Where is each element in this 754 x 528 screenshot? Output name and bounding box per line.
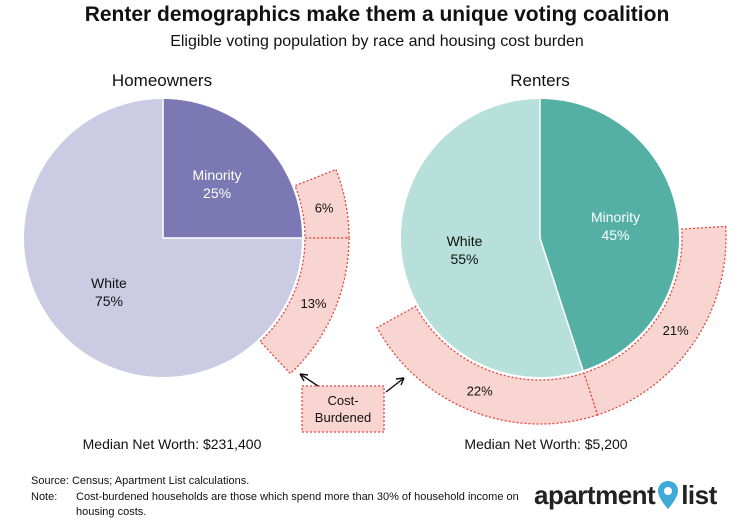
arrow-head-homeowners bbox=[299, 373, 309, 382]
note-text: Cost-burdened households are those which… bbox=[76, 491, 519, 518]
cost-burdened-label-box bbox=[301, 385, 385, 433]
homeowners-label-minority: Minority bbox=[193, 167, 242, 183]
cost-burdened-label-line2: Burdened bbox=[315, 410, 371, 425]
homeowners-cost-burdened-label-white: 13% bbox=[300, 296, 326, 311]
renters-value-minority: 45% bbox=[601, 227, 629, 243]
renters-pie: Minority 45% White 55% 21% 22% bbox=[376, 99, 727, 425]
renters-slice-minority bbox=[540, 99, 680, 371]
homeowners-title: Homeowners bbox=[112, 71, 212, 90]
renters-slice-white bbox=[401, 99, 583, 377]
pie-charts: Homeowners Renters Minority 25% White 75% 6%… bbox=[24, 71, 727, 452]
note-label: Note: bbox=[31, 491, 58, 503]
homeowners-label-white: White bbox=[91, 275, 127, 291]
renters-label-white: White bbox=[447, 233, 483, 249]
arrow-to-homeowners bbox=[299, 373, 319, 387]
renters-value-white: 55% bbox=[450, 251, 478, 267]
arrow-to-renters bbox=[385, 377, 405, 393]
renters-title: Renters bbox=[510, 71, 570, 90]
cost-burdened-label-line1: Cost- bbox=[327, 393, 358, 408]
homeowners-pie: Minority 25% White 75% 6% 13% bbox=[24, 99, 350, 377]
arrow-head-renters bbox=[395, 377, 405, 386]
logo-word-apartment: apartment bbox=[534, 479, 656, 510]
renters-cost-burdened-white bbox=[376, 305, 599, 425]
logo-word-list: list bbox=[681, 479, 717, 510]
renters-cost-burdened-label-white: 22% bbox=[467, 383, 493, 398]
renters-cost-burdened-label-minority: 21% bbox=[663, 323, 689, 338]
chart-subtitle: Eligible voting population by race and h… bbox=[170, 33, 584, 50]
renters-label-minority: Minority bbox=[591, 209, 640, 225]
renters-slice-divider bbox=[539, 237, 584, 371]
homeowners-median-net-worth: Median Net Worth: $231,400 bbox=[83, 436, 262, 452]
apartment-list-logo[interactable]: apartment list bbox=[534, 478, 717, 512]
homeowners-value-minority: 25% bbox=[203, 185, 231, 201]
location-pin-icon bbox=[658, 481, 679, 509]
chart-title: Renter demographics make them a unique v… bbox=[84, 3, 670, 26]
source-note: Source: Census; Apartment List calculati… bbox=[31, 475, 250, 487]
renters-median-net-worth: Median Net Worth: $5,200 bbox=[464, 436, 627, 452]
homeowners-slice-minority bbox=[163, 99, 302, 238]
homeowners-value-white: 75% bbox=[95, 293, 123, 309]
homeowners-cost-burdened-white bbox=[259, 237, 350, 375]
homeowners-cost-burdened-label-minority: 6% bbox=[315, 200, 334, 215]
